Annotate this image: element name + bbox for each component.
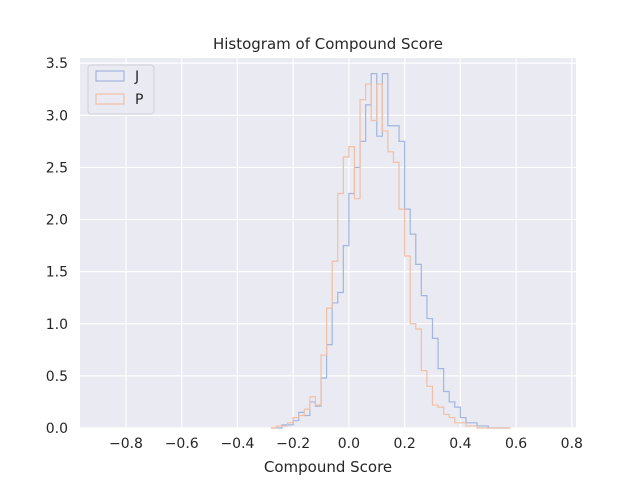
x-tick-label: −0.2 (276, 436, 310, 452)
x-axis-label: Compound Score (264, 458, 392, 476)
legend-swatch-P (95, 93, 125, 105)
y-tick-label: 2.0 (46, 213, 68, 229)
x-axis-ticks: −0.8 −0.6 −0.4 −0.2 0.0 0.2 0.4 0.6 0.8 (109, 436, 583, 452)
histogram-series-J (270, 73, 511, 429)
x-tick-label: −0.4 (220, 436, 254, 452)
x-tick-label: 0.8 (561, 436, 583, 452)
y-tick-label: 1.0 (46, 317, 68, 333)
y-axis-ticks: 0.0 0.5 1.0 1.5 2.0 2.5 3.0 3.5 (46, 56, 68, 437)
legend-label-P: P (135, 92, 143, 108)
histogram-series-P (270, 83, 511, 429)
y-tick-label: 2.5 (46, 160, 68, 176)
x-tick-label: −0.8 (109, 436, 143, 452)
x-tick-label: 0.6 (505, 436, 527, 452)
y-tick-label: 1.5 (46, 265, 68, 281)
y-tick-label: 3.0 (46, 108, 68, 124)
y-tick-label: 3.5 (46, 56, 68, 72)
legend: JP (87, 64, 155, 115)
x-tick-label: 0.2 (393, 436, 415, 452)
legend-swatch-J (95, 70, 125, 82)
legend-frame (87, 64, 155, 115)
plot-background (80, 58, 576, 428)
y-tick-label: 0.5 (46, 369, 68, 385)
series-layer (270, 73, 511, 429)
y-tick-label: 0.0 (46, 421, 68, 437)
chart-title: Histogram of Compound Score (213, 35, 443, 53)
legend-label-J: J (134, 69, 139, 85)
x-tick-label: 0.0 (338, 436, 360, 452)
x-tick-label: 0.4 (449, 436, 471, 452)
x-tick-label: −0.6 (165, 436, 199, 452)
